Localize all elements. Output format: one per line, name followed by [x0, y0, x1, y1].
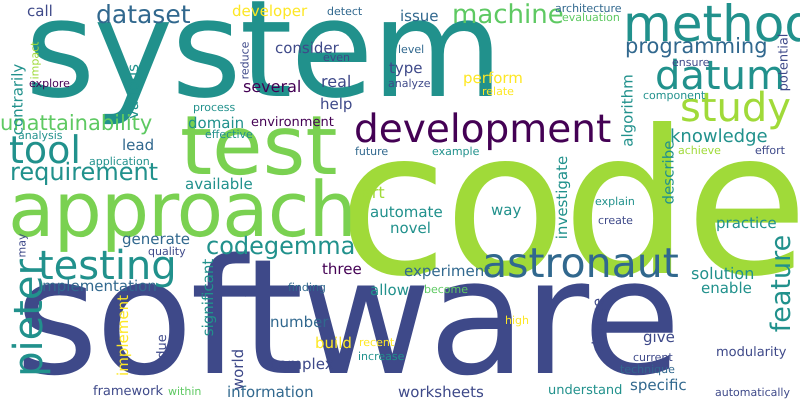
word-development: development — [354, 107, 612, 152]
word-even: even — [323, 51, 351, 64]
word-effort: effort — [755, 144, 785, 157]
word-understand: understand — [548, 383, 623, 398]
word-astronaut: astronaut — [482, 239, 679, 287]
word-explain: explain — [595, 195, 635, 208]
word-current: current — [633, 351, 673, 364]
word-high: high — [505, 314, 529, 327]
word-programming: programming — [625, 34, 768, 58]
word-type: type — [389, 59, 423, 77]
word-various: various — [123, 64, 142, 119]
word-significant: significant — [199, 258, 218, 337]
word-allow: allow — [370, 281, 409, 299]
word-evaluation: evaluation — [562, 11, 620, 24]
word-reduce: reduce — [238, 41, 252, 80]
word-knowledge: knowledge — [670, 126, 768, 147]
word-experiment: experiment — [404, 262, 491, 280]
word-modularity: modularity — [716, 345, 787, 360]
word-example: example — [432, 145, 480, 158]
word-automate: automate — [370, 203, 443, 221]
word-finding: finding — [288, 281, 326, 294]
word-domain: domain — [188, 114, 245, 132]
word-implementation: implementation — [38, 277, 157, 295]
word-build: build — [315, 334, 352, 352]
word-process: process — [193, 101, 236, 114]
word-requirement: requirement — [10, 158, 159, 186]
word-become: become — [424, 283, 469, 296]
word-within: within — [168, 385, 202, 398]
word-potential: potential — [776, 33, 792, 92]
word-architecture: architecture — [555, 2, 622, 15]
word-framework: framework — [93, 384, 164, 399]
word-level: level — [398, 43, 425, 56]
word-art: art — [362, 183, 385, 202]
word-available: available — [185, 175, 253, 193]
word-analyze: analyze — [388, 77, 431, 90]
word-solution: solution — [691, 264, 755, 283]
word-explore: explore — [29, 77, 70, 90]
word-recent: recent — [359, 336, 395, 349]
word-novel: novel — [390, 219, 431, 237]
word-code: code — [338, 88, 800, 321]
word-investigate: investigate — [553, 155, 572, 240]
word-change: change — [589, 297, 608, 354]
word-perform: perform — [463, 69, 523, 87]
word-feature: feature — [766, 234, 798, 333]
word-machine: machine — [452, 0, 564, 30]
word-developer: developer — [232, 2, 308, 20]
word-several: several — [243, 77, 302, 96]
word-codegemma: codegemma — [206, 232, 356, 260]
word-test: test — [180, 99, 338, 194]
word-application: application — [89, 155, 150, 168]
word-system: system — [25, 0, 503, 128]
word-way: way — [491, 201, 522, 219]
word-may: may — [15, 233, 29, 258]
word-call: call — [27, 2, 53, 20]
word-analysis: analysis — [18, 129, 63, 142]
word-effective: effective — [205, 128, 253, 141]
word-enable: enable — [701, 279, 752, 297]
word-describe: describe — [659, 140, 678, 205]
word-software: software — [15, 224, 681, 400]
word-practice: practice — [716, 214, 777, 232]
word-environment: environment — [251, 115, 334, 130]
word-create: create — [598, 214, 633, 227]
word-automatically: automatically — [715, 386, 790, 399]
word-method: method — [623, 0, 800, 53]
word-real: real — [321, 72, 352, 91]
word-future: future — [355, 145, 389, 158]
word-approach: approach — [8, 165, 357, 254]
word-worksheets: worksheets — [398, 383, 484, 400]
word-detect: detect — [327, 5, 363, 18]
word-help: help — [320, 95, 353, 113]
word-three: three — [322, 260, 362, 278]
word-testing: testing — [38, 243, 177, 289]
word-technique: technique — [620, 363, 675, 376]
word-datum: datum — [655, 53, 785, 99]
word-due: due — [154, 334, 170, 359]
word-information: information — [227, 383, 314, 400]
word-lead: lead — [122, 136, 155, 154]
word-give: give — [643, 328, 675, 346]
word-implement: implement — [113, 295, 132, 376]
word-quality: quality — [148, 245, 186, 258]
word-component: component — [643, 89, 706, 102]
word-achieve: achieve — [678, 144, 721, 157]
word-algorithm: algorithm — [618, 74, 637, 147]
word-number: number — [270, 313, 329, 331]
word-unattainability: unattainability — [0, 111, 153, 135]
word-tool: tool — [9, 128, 81, 172]
word-dataset: dataset — [96, 0, 191, 29]
word-impact: impact — [28, 41, 42, 80]
word-relate: relate — [482, 85, 514, 98]
word-issue: issue — [400, 7, 439, 25]
word-ensure: ensure — [672, 56, 710, 69]
word-study: study — [680, 85, 791, 131]
word-specific: specific — [630, 376, 687, 394]
word-generate: generate — [122, 230, 190, 248]
word-consider: consider — [275, 39, 339, 57]
word-complex: complex — [270, 355, 334, 373]
word-contrarily: contrarily — [8, 63, 27, 136]
word-increase: increase — [358, 350, 405, 363]
